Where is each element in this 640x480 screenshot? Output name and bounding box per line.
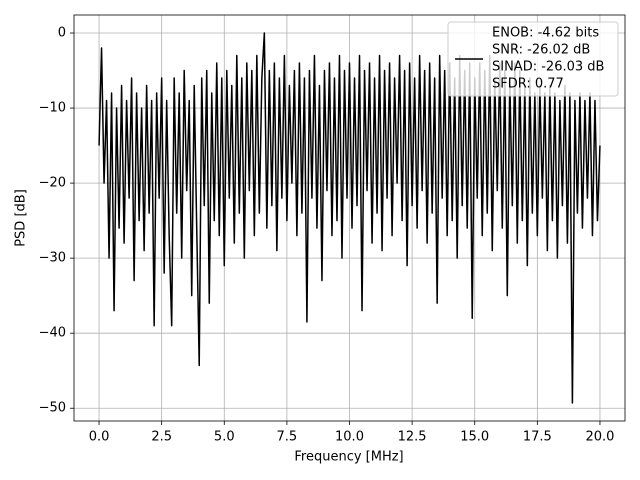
y-axis-label: PSD [dB] — [14, 189, 29, 247]
x-axis-label: Frequency [MHz] — [294, 450, 403, 465]
legend-label: ENOB: -4.62 bits — [492, 26, 599, 41]
x-tick-label: 17.5 — [523, 430, 552, 445]
axes-frame — [73, 14, 626, 422]
y-tick-label: −50 — [39, 401, 66, 416]
x-tick-label: 2.5 — [151, 430, 172, 445]
legend-label: SINAD: -26.03 dB — [492, 60, 604, 75]
y-tick-label: −10 — [39, 101, 66, 116]
x-tick-label: 15.0 — [460, 430, 489, 445]
x-tick-label: 12.5 — [398, 430, 427, 445]
x-tick-label: 5.0 — [214, 430, 235, 445]
legend: ENOB: -4.62 bits SNR: -26.02 dB SINAD: -26… — [447, 21, 619, 97]
y-tick-label: −30 — [39, 251, 66, 266]
legend-box — [447, 21, 619, 97]
x-tick-label: 7.5 — [277, 430, 298, 445]
legend-label: SFDR: 0.77 — [492, 77, 564, 92]
x-tick-label: 20.0 — [585, 430, 614, 445]
x-tick-label: 10.0 — [335, 430, 364, 445]
psd-line — [98, 32, 601, 404]
y-tick-label: −20 — [39, 176, 66, 191]
legend-label: SNR: -26.02 dB — [492, 43, 590, 58]
y-tick-label: 0 — [58, 26, 66, 41]
x-tick-label: 0.0 — [89, 430, 110, 445]
y-tick-label: −40 — [39, 326, 66, 341]
